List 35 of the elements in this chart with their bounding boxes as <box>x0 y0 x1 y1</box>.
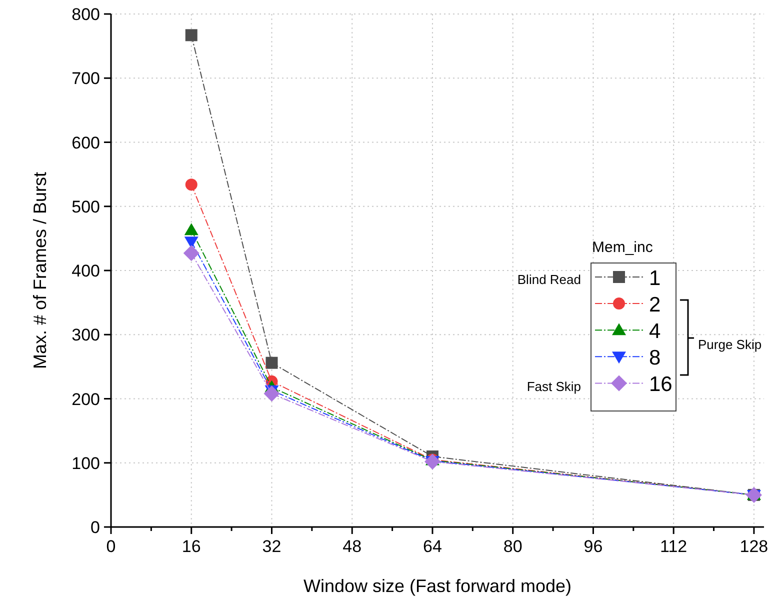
x-tick-label: 112 <box>660 537 688 556</box>
point <box>185 29 198 42</box>
legend-label: 16 <box>649 373 672 396</box>
y-tick-label: 500 <box>72 197 100 216</box>
annotation: Blind Read <box>517 272 581 287</box>
x-tick-label: 16 <box>182 537 201 556</box>
y-tick-label: 700 <box>72 69 100 88</box>
y-axis-title: Max. # of Frames / Burst <box>30 172 50 370</box>
x-tick-label: 80 <box>503 537 522 556</box>
x-tick-label: 0 <box>106 537 116 556</box>
legend-label: 8 <box>649 346 661 370</box>
legend-label: 1 <box>649 267 661 290</box>
y-tick-label: 200 <box>72 390 100 409</box>
point <box>184 223 198 236</box>
y-tick-label: 0 <box>90 518 100 537</box>
legend-label: 4 <box>649 320 661 344</box>
point <box>264 386 280 402</box>
y-tick-label: 300 <box>72 326 100 345</box>
annotation: Fast Skip <box>526 379 581 394</box>
point <box>185 178 198 191</box>
point <box>266 356 278 369</box>
y-tick-label: 800 <box>72 5 100 24</box>
legend-label: 2 <box>649 294 661 317</box>
y-tick-label: 400 <box>72 262 100 280</box>
annotation: Purge Skip <box>698 337 762 352</box>
x-tick-label: 48 <box>342 537 362 556</box>
x-axis-title: Window size (Fast forward mode) <box>303 576 572 596</box>
y-tick-label: 100 <box>72 454 100 473</box>
x-tick-label: 64 <box>423 537 442 556</box>
legend-title: Mem_inc <box>592 239 654 256</box>
x-tick-label: 96 <box>584 537 603 556</box>
x-tick-label: 32 <box>262 537 282 556</box>
point <box>183 245 200 262</box>
x-tick-label: 128 <box>740 537 768 556</box>
y-tick-label: 600 <box>72 133 100 152</box>
